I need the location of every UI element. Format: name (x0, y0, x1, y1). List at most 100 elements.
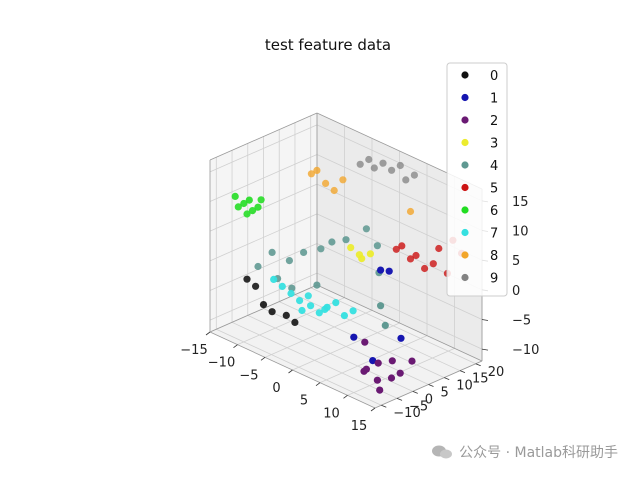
data-point-class-8 (339, 176, 347, 184)
data-point-class-4 (362, 225, 370, 233)
grid-line-y (231, 321, 398, 399)
legend-marker-0 (461, 71, 469, 79)
legend-label-2: 2 (490, 114, 498, 129)
x-tick-mark (260, 357, 266, 361)
data-point-class-2 (388, 357, 396, 365)
data-point-class-4 (313, 281, 321, 289)
legend-marker-5 (461, 183, 469, 192)
data-point-class-0 (252, 282, 260, 290)
data-point-class-2 (376, 386, 384, 394)
data-point-class-4 (328, 238, 336, 246)
data-point-class-7 (307, 302, 315, 310)
legend-label-8: 8 (490, 249, 498, 264)
chart-title: test feature data (265, 36, 391, 54)
x-tick-label: 10 (323, 406, 340, 421)
data-point-class-9 (356, 160, 364, 168)
legend-label-0: 0 (490, 69, 498, 84)
data-point-class-7 (315, 309, 323, 317)
y-tick-mark (428, 384, 434, 387)
data-point-class-5 (412, 251, 420, 260)
data-point-class-8 (322, 179, 330, 187)
data-point-class-7 (323, 303, 331, 311)
data-point-class-7 (298, 306, 306, 315)
data-point-class-7 (296, 297, 304, 305)
y-tick-mark (396, 397, 403, 401)
legend-label-5: 5 (490, 182, 498, 197)
z-tick-label: 10 (512, 225, 529, 240)
x-tick-mark (288, 369, 293, 374)
x-tick-mark (370, 407, 376, 412)
legend-label-4: 4 (490, 159, 498, 174)
legend-marker-3 (461, 138, 469, 147)
grid-line-y (247, 315, 413, 392)
data-point-class-4 (300, 248, 308, 256)
data-point-class-1 (377, 266, 385, 274)
watermark-text: 公众号 · Matlab科研助手 (459, 445, 618, 461)
data-point-class-2 (408, 357, 416, 365)
data-point-class-8 (313, 166, 321, 174)
data-point-class-7 (349, 307, 357, 315)
y-tick-label: 5 (441, 386, 449, 401)
data-point-class-7 (304, 292, 312, 300)
data-point-class-6 (243, 210, 251, 218)
pane-edge (209, 112, 318, 161)
y-tick-mark (475, 363, 481, 367)
grid-line-z (209, 213, 318, 262)
data-point-class-9 (402, 176, 410, 184)
data-point-class-7 (287, 289, 295, 298)
data-point-class-9 (365, 155, 373, 164)
y-tick-label: 15 (472, 372, 489, 387)
data-point-class-3 (358, 255, 366, 263)
grid-line-z (209, 243, 318, 291)
data-point-class-7 (340, 312, 348, 320)
legend-label-6: 6 (490, 204, 498, 219)
axes-panes (210, 113, 482, 408)
data-point-class-6 (254, 203, 262, 211)
legend-marker-4 (461, 161, 469, 169)
legend-marker-9 (461, 273, 469, 282)
grid-line-z (209, 272, 318, 321)
y-tick-label: −10 (393, 406, 420, 421)
legend-marker-7 (461, 228, 469, 237)
legend-marker-8 (461, 251, 469, 259)
data-point-class-9 (379, 159, 387, 167)
data-points (231, 155, 466, 394)
x-tick-label: −10 (208, 356, 235, 371)
x-tick-mark (343, 395, 348, 399)
legend-label-7: 7 (490, 227, 498, 242)
z-tick-mark (481, 319, 489, 321)
legend-marker-2 (461, 116, 469, 124)
legend-label-9: 9 (490, 272, 498, 287)
x-tick-label: −15 (180, 343, 207, 358)
data-point-class-0 (268, 308, 276, 316)
y-tick-label: 10 (456, 379, 473, 394)
data-point-class-2 (374, 359, 382, 367)
data-point-class-9 (410, 171, 418, 179)
y-tick-label: 0 (425, 392, 433, 407)
data-point-class-7 (278, 282, 286, 290)
data-point-class-6 (234, 203, 242, 211)
data-point-class-4 (377, 302, 385, 310)
data-point-class-1 (385, 267, 393, 275)
data-point-class-3 (347, 244, 355, 252)
data-point-class-0 (259, 301, 268, 309)
data-point-class-2 (373, 376, 381, 384)
data-point-class-1 (369, 357, 377, 365)
data-point-class-8 (330, 186, 338, 195)
grid-line-z (209, 183, 318, 232)
data-point-class-4 (317, 245, 325, 253)
data-point-class-7 (270, 275, 278, 283)
z-tick-label: −5 (512, 313, 531, 328)
pane-edge (209, 284, 318, 333)
z-tick-label: 5 (512, 254, 520, 269)
y-tick-mark (444, 377, 450, 380)
legend-marker-6 (461, 206, 469, 214)
data-point-class-4 (288, 284, 296, 292)
data-point-class-1 (350, 333, 358, 341)
data-point-class-2 (396, 369, 404, 377)
grid-line-y (279, 301, 445, 378)
data-point-class-6 (257, 196, 265, 204)
z-tick-mark (481, 348, 489, 351)
